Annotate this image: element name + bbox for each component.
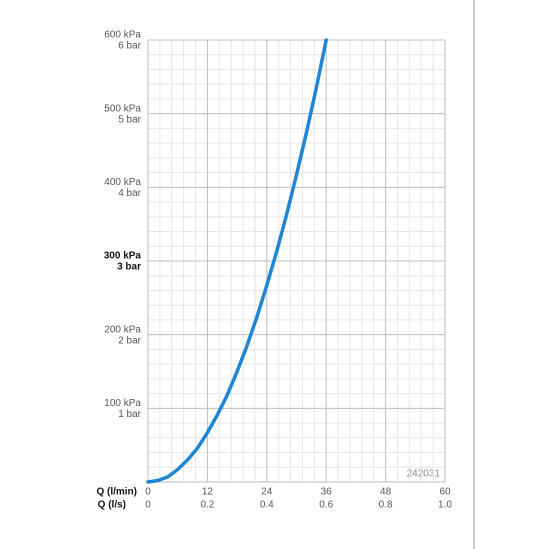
y-tick-label: 500 kPa: [104, 103, 141, 114]
y-bar-tick-label: 5 bar: [118, 114, 141, 125]
x-tick-label: 12: [202, 487, 214, 498]
x-tick-label: 24: [261, 487, 273, 498]
y-bar-tick-label: 1 bar: [118, 409, 141, 420]
x-axis-label: Q (l/min): [96, 487, 137, 498]
annotation: 242031: [407, 469, 441, 480]
x2-tick-label: 0.6: [319, 500, 333, 511]
flow-curve: [146, 38, 328, 484]
x2-axis-label: Q (l/s): [98, 500, 126, 511]
x2-tick-label: 1.0: [438, 500, 452, 511]
y-bar-tick-label: 6 bar: [118, 41, 141, 52]
y-tick-label: 300 kPa: [104, 251, 142, 262]
x-tick-label: 0: [145, 487, 151, 498]
x2-tick-label: 0.8: [379, 500, 393, 511]
y-bar-tick-label: 3 bar: [117, 262, 141, 273]
y-bar-tick-label: 2 bar: [118, 335, 141, 346]
x-tick-label: 60: [439, 487, 451, 498]
x-tick-label: 36: [321, 487, 333, 498]
x2-tick-label: 0.2: [200, 500, 214, 511]
y-tick-label: 600 kPa: [104, 30, 141, 41]
y-tick-label: 100 kPa: [104, 398, 141, 409]
x2-tick-label: 0.4: [260, 500, 274, 511]
plot-frame: [147, 39, 446, 483]
y-tick-label: 400 kPa: [104, 177, 141, 188]
x-tick-label: 48: [380, 487, 392, 498]
y-bar-tick-label: 4 bar: [118, 188, 141, 199]
y-tick-label: 200 kPa: [104, 324, 141, 335]
x2-tick-label: 0: [145, 500, 151, 511]
